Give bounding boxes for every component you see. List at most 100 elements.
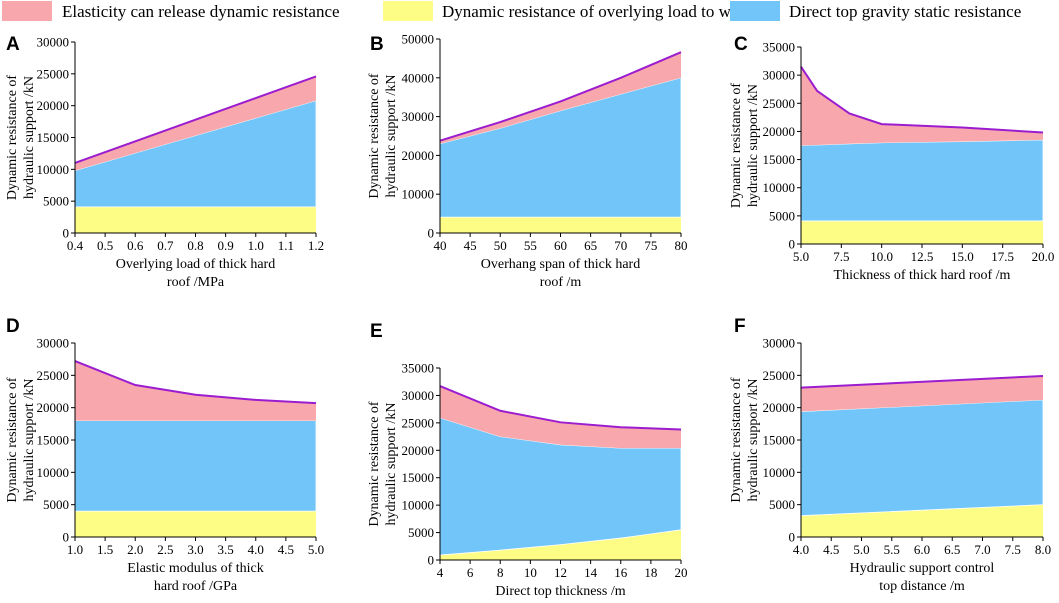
x-tick-label-f: 5.0: [853, 542, 869, 557]
y-tick-label-a: 15000: [37, 130, 70, 145]
y-tick-label-f: 20000: [763, 400, 796, 415]
x-tick-label-f: 5.5: [884, 542, 900, 557]
y-tick-label-f: 0: [789, 530, 796, 545]
x-axis-label-f: top distance /m: [879, 579, 965, 594]
y-axis-label-a: hydraulic support /kN: [22, 76, 37, 199]
y-axis-label-b: hydraulic support /kN: [384, 75, 399, 198]
y-tick-label-e: 30000: [402, 388, 435, 403]
area-yellow-c: [801, 220, 1043, 244]
x-axis-label-d: hard roof /GPa: [154, 579, 238, 594]
x-tick-label-f: 4.5: [823, 542, 839, 557]
y-tick-label-a: 5000: [43, 194, 69, 209]
x-tick-label-b: 50: [494, 238, 507, 253]
area-blue-f: [800, 399, 1044, 517]
total-line-c: [800, 66, 1044, 134]
area-blue-b: [439, 77, 682, 218]
x-tick-label-c: 15.0: [951, 249, 974, 264]
x-tick-label-e: 12: [554, 565, 567, 580]
legend-swatch-pink: [2, 1, 52, 21]
x-tick-label-d: 4.5: [278, 542, 294, 557]
y-tick-label-d: 20000: [37, 400, 70, 415]
x-axis-label-b: roof /m: [540, 275, 582, 290]
y-tick-label-d: 0: [63, 530, 70, 545]
legend-label-yellow: Dynamic resistance of overlying load to …: [442, 2, 754, 21]
y-tick-label-b: 40000: [402, 70, 435, 85]
y-axis-label-a: Dynamic resistance of: [5, 75, 20, 201]
x-axis-label-a: roof /MPa: [167, 275, 225, 290]
y-tick-label-e: 15000: [402, 470, 435, 485]
area-blue-e: [439, 417, 682, 556]
panel-letter-b: B: [370, 34, 384, 55]
x-tick-label-f: 7.5: [1005, 542, 1021, 557]
x-axis-label-b: Overhang span of thick hard: [481, 257, 640, 272]
area-yellow-b: [440, 217, 681, 233]
x-tick-label-b: 55: [524, 238, 537, 253]
area-yellow-f: [801, 504, 1043, 537]
y-tick-label-a: 30000: [37, 35, 70, 50]
x-tick-label-f: 6.0: [914, 542, 930, 557]
y-tick-label-e: 25000: [402, 415, 435, 430]
y-tick-label-e: 10000: [402, 498, 435, 513]
y-tick-label-e: 0: [428, 553, 435, 568]
x-tick-label-a: 0.4: [67, 238, 84, 253]
y-tick-label-a: 20000: [37, 98, 70, 113]
y-axis-label-f: hydraulic support /kN: [746, 379, 761, 502]
panel-letter-f: F: [734, 316, 746, 337]
y-tick-label-a: 10000: [37, 162, 70, 177]
x-tick-label-d: 3.0: [187, 542, 203, 557]
y-tick-label-c: 5000: [769, 208, 795, 223]
panel-d: 1.0 1.5 2.0 2.5 3.0 3.5 4.0 4.5 5.0 0 5000 10000 150…: [5, 316, 324, 594]
x-tick-label-b: 80: [675, 238, 688, 253]
x-axis-label-d: Elastic modulus of thick: [127, 561, 263, 576]
y-tick-label-d: 25000: [37, 368, 70, 383]
x-tick-label-b: 60: [554, 238, 567, 253]
x-tick-label-f: 7.0: [974, 542, 990, 557]
x-tick-label-e: 6: [467, 565, 474, 580]
total-line-e: [439, 385, 682, 431]
x-tick-label-d: 5.0: [308, 542, 324, 557]
x-tick-label-a: 0.6: [127, 238, 144, 253]
x-tick-label-c: 20.0: [1032, 249, 1055, 264]
y-tick-label-d: 15000: [37, 433, 70, 448]
x-tick-label-b: 65: [584, 238, 597, 253]
x-axis-label-a: Overlying load of thick hard: [116, 257, 275, 272]
y-tick-label-c: 20000: [763, 124, 796, 139]
x-tick-label-c: 10.0: [870, 249, 893, 264]
y-tick-label-c: 0: [789, 237, 796, 252]
x-tick-label-d: 1.0: [67, 542, 83, 557]
y-tick-label-e: 35000: [402, 361, 435, 376]
x-tick-label-e: 18: [644, 565, 657, 580]
x-tick-label-e: 14: [584, 565, 598, 580]
y-tick-label-a: 25000: [37, 66, 70, 81]
panel-b: 40 45 50 55 60 65 70 75 80 0 10000 20000 30000 40000 5…: [367, 32, 688, 291]
area-pink-e: [440, 386, 681, 449]
y-axis-label-d: hydraulic support /kN: [22, 379, 37, 502]
y-tick-label-d: 10000: [37, 465, 70, 480]
x-tick-label-e: 16: [614, 565, 628, 580]
y-tick-label-e: 5000: [408, 525, 434, 540]
x-tick-label-c: 5.0: [793, 249, 809, 264]
y-axis-label-b: Dynamic resistance of: [367, 73, 382, 199]
y-tick-label-a: 0: [63, 226, 70, 241]
panel-e: 4 6 8 10 12 14 16 18 20 0 5000 10000 15000 20000 25000…: [367, 321, 688, 599]
y-tick-label-b: 30000: [402, 109, 435, 124]
y-tick-label-f: 30000: [763, 336, 796, 351]
y-tick-label-b: 10000: [402, 187, 435, 202]
legend-swatch-blue: [730, 1, 780, 21]
area-pink-d: [75, 361, 316, 421]
y-tick-label-e: 20000: [402, 443, 435, 458]
x-tick-label-e: 10: [524, 565, 537, 580]
y-tick-label-c: 10000: [763, 180, 796, 195]
y-tick-label-c: 30000: [763, 68, 796, 83]
panel-a: 0.4 0.5 0.6 0.7 0.8 0.9 1.0 1.1 1.2 0 5000 10000 150…: [5, 34, 324, 290]
panel-letter-c: C: [734, 34, 748, 55]
total-line-f: [800, 374, 1044, 389]
panel-letter-e: E: [370, 321, 383, 342]
x-tick-label-d: 2.0: [127, 542, 143, 557]
x-tick-label-d: 4.0: [248, 542, 264, 557]
x-tick-label-d: 3.5: [218, 542, 234, 557]
area-yellow-d: [75, 511, 316, 537]
total-line-b: [439, 51, 682, 142]
x-tick-label-d: 1.5: [97, 542, 113, 557]
